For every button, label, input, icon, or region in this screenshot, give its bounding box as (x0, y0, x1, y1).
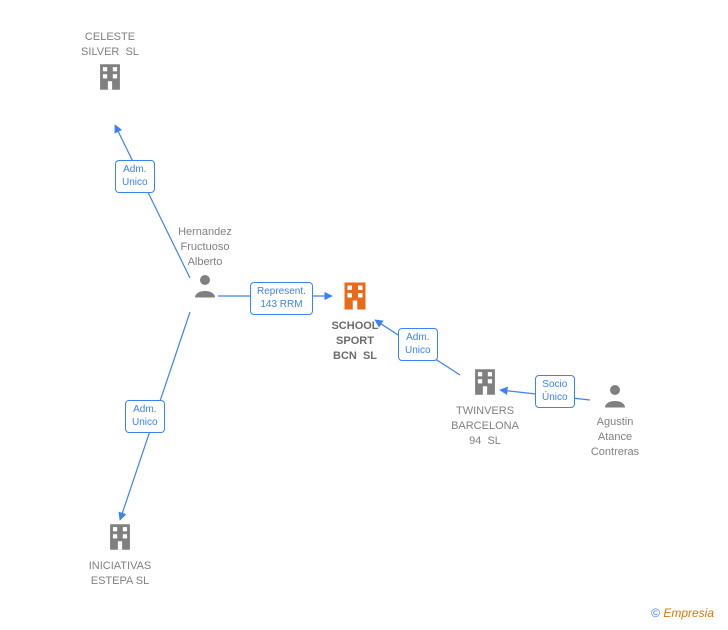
building-icon (103, 520, 137, 559)
building-icon (468, 365, 502, 404)
node-label: Hernandez Fructuoso Alberto (160, 225, 250, 270)
edge-label-adm-unico-1: Adm. Unico (115, 160, 155, 193)
node-label: CELESTE SILVER SL (70, 30, 150, 60)
node-label: INICIATIVAS ESTEPA SL (75, 559, 165, 589)
node-agustin[interactable]: Agustin Atance Contreras (575, 380, 655, 460)
edge-label-represent: Represent. 143 RRM (250, 282, 313, 315)
building-icon (93, 60, 127, 99)
node-label: Agustin Atance Contreras (575, 415, 655, 460)
copyright: © Empresia (651, 606, 714, 620)
person-icon (190, 270, 220, 305)
edge-label-adm-unico-2: Adm. Unico (125, 400, 165, 433)
node-school-sport[interactable]: SCHOOL SPORT BCN SL (320, 278, 390, 364)
building-icon (337, 278, 373, 319)
node-label: SCHOOL SPORT BCN SL (320, 319, 390, 364)
node-iniciativas[interactable]: INICIATIVAS ESTEPA SL (75, 520, 165, 589)
node-hernandez[interactable]: Hernandez Fructuoso Alberto (160, 225, 250, 305)
node-twinvers[interactable]: TWINVERS BARCELONA 94 SL (440, 365, 530, 449)
brand-name: Empresia (663, 606, 714, 620)
person-icon (600, 380, 630, 415)
diagram-stage: Adm. Unico Represent. 143 RRM Adm. Unico… (0, 0, 728, 630)
copyright-symbol: © (651, 606, 660, 620)
node-label: TWINVERS BARCELONA 94 SL (440, 404, 530, 449)
edge-label-socio-unico: Socio Único (535, 375, 575, 408)
edge-label-adm-unico-3: Adm. Unico (398, 328, 438, 361)
node-celeste-silver[interactable]: CELESTE SILVER SL (70, 30, 150, 99)
